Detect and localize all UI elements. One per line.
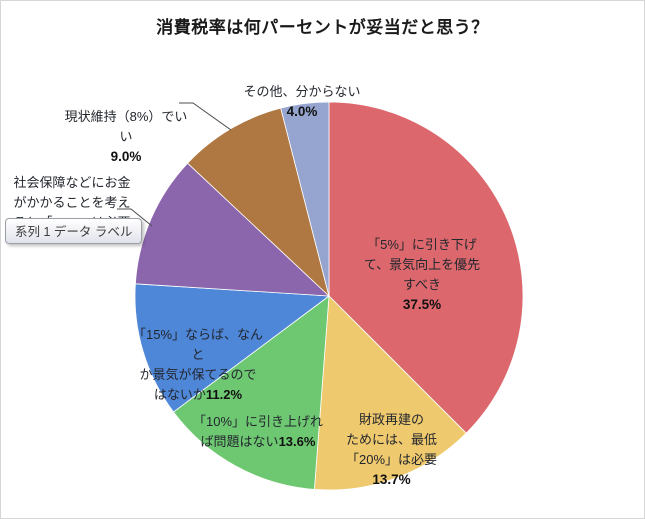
data-label-10pct-pct: 13.6% (278, 434, 316, 449)
data-label-20pct-text: 財政再建の ためには、最低 「20%」は必要 (345, 412, 438, 467)
data-label-8pct-text: 現状維持（8%）でいい (64, 109, 188, 144)
series-tooltip: 系列 1 データ ラベル (5, 218, 143, 244)
data-label-5pct-pct: 37.5% (402, 297, 442, 312)
data-label-15pct[interactable]: 「15%」ならば、なんと か景気が保てるので はないか11.2% (127, 305, 269, 405)
pie-slice-4[interactable] (134, 162, 331, 297)
series-tooltip-text: 系列 1 データ ラベル (15, 225, 133, 239)
data-label-5pct[interactable]: 「5%」に引き下げ て、景気向上を優先 すべき 37.5% (341, 215, 503, 335)
pie-slice-1[interactable] (313, 295, 467, 491)
data-label-10pct[interactable]: 「10%」に引き上げれ ば問題はない13.6% (185, 392, 331, 452)
leader-line-25pct (117, 208, 153, 227)
data-label-5pct-text: 「5%」に引き下げ て、景気向上を優先 すべき (363, 237, 481, 292)
data-label-other[interactable]: その他、分からない 4.0% (232, 62, 372, 142)
chart-title: 消費税率は何パーセントが妥当だと思う？ (156, 18, 489, 37)
pie-slice-6[interactable] (280, 101, 330, 297)
data-label-8pct-pct: 9.0% (110, 149, 142, 164)
pie-slice-3[interactable] (134, 283, 331, 413)
data-label-other-pct: 4.0% (286, 104, 318, 119)
data-label-other-text: その他、分からない (243, 84, 361, 99)
data-label-15pct-text: 「15%」ならば、なんと か景気が保てるので はないか (132, 327, 264, 402)
data-label-20pct-pct: 13.7% (372, 472, 411, 487)
data-label-20pct[interactable]: 財政再建の ためには、最低 「20%」は必要 13.7% (319, 390, 464, 510)
data-label-15pct-pct: 11.2% (205, 387, 243, 402)
data-label-8pct[interactable]: 現状維持（8%）でいい 9.0% (61, 87, 191, 187)
pie-slice-2[interactable] (172, 295, 330, 490)
pie-slices (134, 101, 524, 491)
data-label-10pct-text: 「10%」に引き上げれ ば問題はない (192, 414, 324, 449)
pie-slice-0[interactable] (328, 101, 524, 434)
leader-line-8pct (179, 102, 232, 131)
